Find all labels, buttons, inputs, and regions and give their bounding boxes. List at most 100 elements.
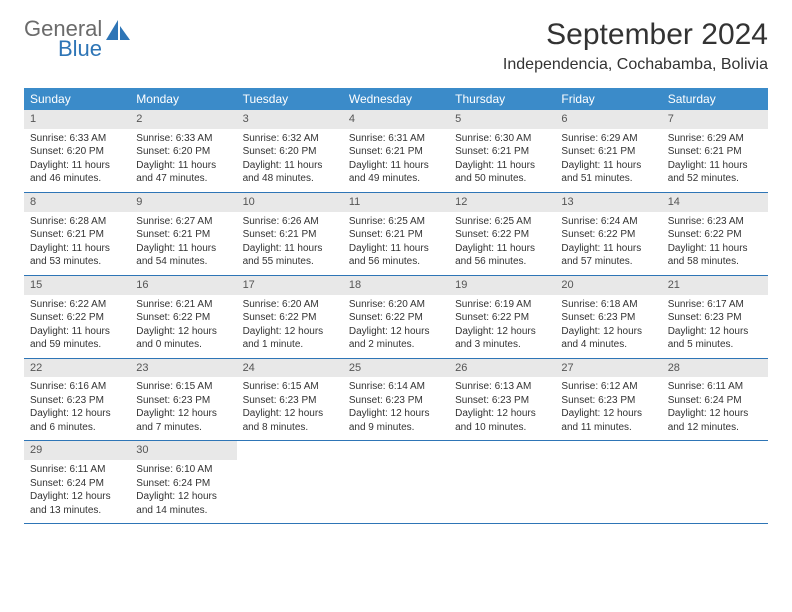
sunset-text: Sunset: 6:22 PM xyxy=(243,311,337,325)
day-cell: 19Sunrise: 6:19 AMSunset: 6:22 PMDayligh… xyxy=(449,275,555,358)
day-body: Sunrise: 6:15 AMSunset: 6:23 PMDaylight:… xyxy=(130,377,236,440)
daylight-text: Daylight: 11 hours and 59 minutes. xyxy=(30,325,124,352)
sunrise-text: Sunrise: 6:22 AM xyxy=(30,298,124,312)
week-row: 8Sunrise: 6:28 AMSunset: 6:21 PMDaylight… xyxy=(24,192,768,275)
sunset-text: Sunset: 6:23 PM xyxy=(349,394,443,408)
sunset-text: Sunset: 6:22 PM xyxy=(455,228,549,242)
day-body: Sunrise: 6:31 AMSunset: 6:21 PMDaylight:… xyxy=(343,129,449,192)
day-body: Sunrise: 6:29 AMSunset: 6:21 PMDaylight:… xyxy=(555,129,661,192)
sunrise-text: Sunrise: 6:20 AM xyxy=(349,298,443,312)
daylight-text: Daylight: 12 hours and 6 minutes. xyxy=(30,407,124,434)
day-cell: 14Sunrise: 6:23 AMSunset: 6:22 PMDayligh… xyxy=(662,192,768,275)
sunset-text: Sunset: 6:22 PM xyxy=(455,311,549,325)
sunset-text: Sunset: 6:23 PM xyxy=(455,394,549,408)
sunset-text: Sunset: 6:21 PM xyxy=(136,228,230,242)
sunrise-text: Sunrise: 6:14 AM xyxy=(349,380,443,394)
day-cell: 15Sunrise: 6:22 AMSunset: 6:22 PMDayligh… xyxy=(24,275,130,358)
weekday-header: Thursday xyxy=(449,88,555,110)
daylight-text: Daylight: 12 hours and 8 minutes. xyxy=(243,407,337,434)
daylight-text: Daylight: 11 hours and 49 minutes. xyxy=(349,159,443,186)
daylight-text: Daylight: 12 hours and 14 minutes. xyxy=(136,490,230,517)
sunset-text: Sunset: 6:23 PM xyxy=(561,394,655,408)
day-cell: 13Sunrise: 6:24 AMSunset: 6:22 PMDayligh… xyxy=(555,192,661,275)
day-body: Sunrise: 6:25 AMSunset: 6:21 PMDaylight:… xyxy=(343,212,449,275)
sunrise-text: Sunrise: 6:26 AM xyxy=(243,215,337,229)
sunset-text: Sunset: 6:21 PM xyxy=(561,145,655,159)
daylight-text: Daylight: 12 hours and 5 minutes. xyxy=(668,325,762,352)
sunrise-text: Sunrise: 6:17 AM xyxy=(668,298,762,312)
day-number: 4 xyxy=(343,110,449,129)
day-number: 26 xyxy=(449,359,555,378)
day-cell: 27Sunrise: 6:12 AMSunset: 6:23 PMDayligh… xyxy=(555,358,661,441)
sunset-text: Sunset: 6:22 PM xyxy=(561,228,655,242)
day-body: Sunrise: 6:21 AMSunset: 6:22 PMDaylight:… xyxy=(130,295,236,358)
calendar-table: Sunday Monday Tuesday Wednesday Thursday… xyxy=(24,88,768,524)
daylight-text: Daylight: 12 hours and 13 minutes. xyxy=(30,490,124,517)
logo-sail-icon xyxy=(106,20,132,42)
day-number: 1 xyxy=(24,110,130,129)
sunset-text: Sunset: 6:24 PM xyxy=(668,394,762,408)
daylight-text: Daylight: 11 hours and 55 minutes. xyxy=(243,242,337,269)
week-row: 1Sunrise: 6:33 AMSunset: 6:20 PMDaylight… xyxy=(24,110,768,192)
sunset-text: Sunset: 6:23 PM xyxy=(561,311,655,325)
day-cell: 4Sunrise: 6:31 AMSunset: 6:21 PMDaylight… xyxy=(343,110,449,192)
sunset-text: Sunset: 6:21 PM xyxy=(243,228,337,242)
day-cell: 12Sunrise: 6:25 AMSunset: 6:22 PMDayligh… xyxy=(449,192,555,275)
day-cell: 10Sunrise: 6:26 AMSunset: 6:21 PMDayligh… xyxy=(237,192,343,275)
day-cell xyxy=(555,441,661,524)
day-number: 11 xyxy=(343,193,449,212)
day-number: 13 xyxy=(555,193,661,212)
logo: General Blue xyxy=(24,18,132,60)
sunrise-text: Sunrise: 6:33 AM xyxy=(136,132,230,146)
day-number: 3 xyxy=(237,110,343,129)
sunset-text: Sunset: 6:22 PM xyxy=(136,311,230,325)
sunset-text: Sunset: 6:20 PM xyxy=(136,145,230,159)
day-number: 25 xyxy=(343,359,449,378)
sunset-text: Sunset: 6:24 PM xyxy=(136,477,230,491)
day-cell: 21Sunrise: 6:17 AMSunset: 6:23 PMDayligh… xyxy=(662,275,768,358)
sunset-text: Sunset: 6:22 PM xyxy=(349,311,443,325)
sunset-text: Sunset: 6:23 PM xyxy=(136,394,230,408)
day-body: Sunrise: 6:11 AMSunset: 6:24 PMDaylight:… xyxy=(662,377,768,440)
weekday-header: Tuesday xyxy=(237,88,343,110)
sunrise-text: Sunrise: 6:11 AM xyxy=(30,463,124,477)
daylight-text: Daylight: 12 hours and 4 minutes. xyxy=(561,325,655,352)
day-body: Sunrise: 6:30 AMSunset: 6:21 PMDaylight:… xyxy=(449,129,555,192)
daylight-text: Daylight: 11 hours and 53 minutes. xyxy=(30,242,124,269)
sunrise-text: Sunrise: 6:12 AM xyxy=(561,380,655,394)
day-cell: 18Sunrise: 6:20 AMSunset: 6:22 PMDayligh… xyxy=(343,275,449,358)
day-cell: 25Sunrise: 6:14 AMSunset: 6:23 PMDayligh… xyxy=(343,358,449,441)
daylight-text: Daylight: 11 hours and 52 minutes. xyxy=(668,159,762,186)
month-title: September 2024 xyxy=(503,18,768,52)
week-row: 22Sunrise: 6:16 AMSunset: 6:23 PMDayligh… xyxy=(24,358,768,441)
day-body: Sunrise: 6:18 AMSunset: 6:23 PMDaylight:… xyxy=(555,295,661,358)
day-body: Sunrise: 6:17 AMSunset: 6:23 PMDaylight:… xyxy=(662,295,768,358)
day-cell: 6Sunrise: 6:29 AMSunset: 6:21 PMDaylight… xyxy=(555,110,661,192)
day-body: Sunrise: 6:33 AMSunset: 6:20 PMDaylight:… xyxy=(130,129,236,192)
daylight-text: Daylight: 11 hours and 57 minutes. xyxy=(561,242,655,269)
sunset-text: Sunset: 6:22 PM xyxy=(30,311,124,325)
day-body: Sunrise: 6:26 AMSunset: 6:21 PMDaylight:… xyxy=(237,212,343,275)
day-cell: 17Sunrise: 6:20 AMSunset: 6:22 PMDayligh… xyxy=(237,275,343,358)
day-number: 21 xyxy=(662,276,768,295)
day-cell: 2Sunrise: 6:33 AMSunset: 6:20 PMDaylight… xyxy=(130,110,236,192)
sunset-text: Sunset: 6:22 PM xyxy=(668,228,762,242)
daylight-text: Daylight: 11 hours and 47 minutes. xyxy=(136,159,230,186)
header: General Blue September 2024 Independenci… xyxy=(24,18,768,74)
logo-text: General Blue xyxy=(24,18,102,60)
weekday-header: Saturday xyxy=(662,88,768,110)
day-body: Sunrise: 6:29 AMSunset: 6:21 PMDaylight:… xyxy=(662,129,768,192)
sunrise-text: Sunrise: 6:16 AM xyxy=(30,380,124,394)
day-number: 27 xyxy=(555,359,661,378)
sunset-text: Sunset: 6:21 PM xyxy=(30,228,124,242)
daylight-text: Daylight: 11 hours and 56 minutes. xyxy=(455,242,549,269)
daylight-text: Daylight: 12 hours and 10 minutes. xyxy=(455,407,549,434)
daylight-text: Daylight: 11 hours and 56 minutes. xyxy=(349,242,443,269)
day-cell: 24Sunrise: 6:15 AMSunset: 6:23 PMDayligh… xyxy=(237,358,343,441)
sunrise-text: Sunrise: 6:10 AM xyxy=(136,463,230,477)
sunrise-text: Sunrise: 6:28 AM xyxy=(30,215,124,229)
weekday-header: Monday xyxy=(130,88,236,110)
day-number: 9 xyxy=(130,193,236,212)
day-number: 12 xyxy=(449,193,555,212)
sunset-text: Sunset: 6:21 PM xyxy=(349,145,443,159)
